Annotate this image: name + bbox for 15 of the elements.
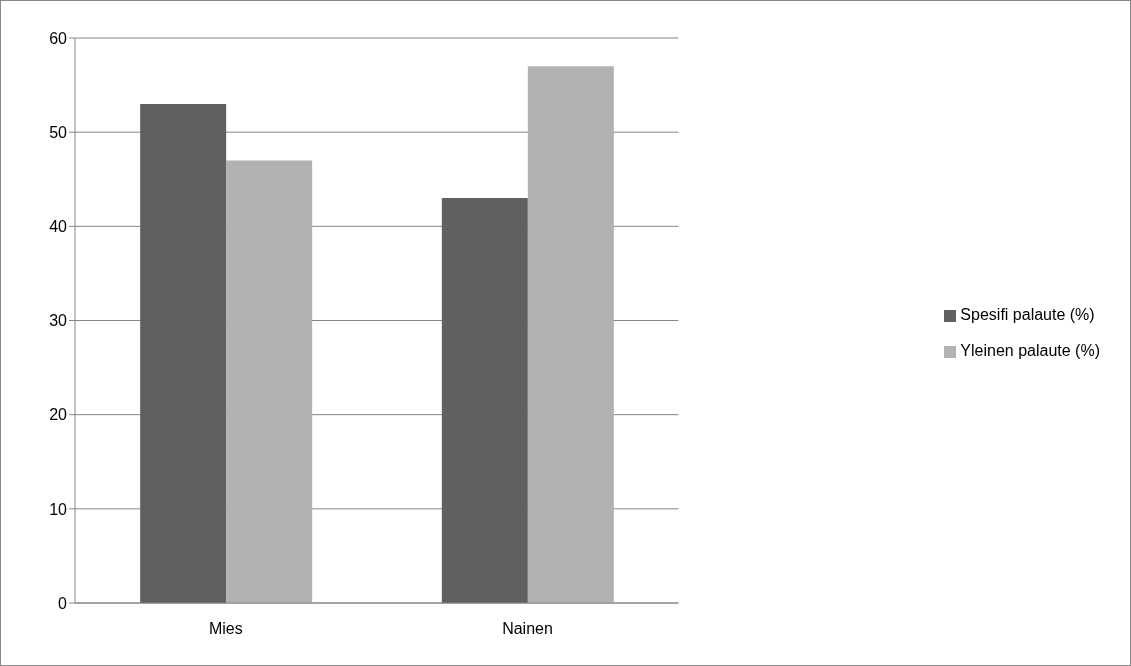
- y-tick-label: 30: [49, 312, 68, 330]
- bar: [226, 160, 313, 603]
- legend-label: Spesifi palaute (%): [960, 306, 1095, 323]
- y-tick-label: 50: [49, 123, 68, 141]
- bar: [527, 66, 614, 603]
- bar: [441, 198, 528, 603]
- y-tick-label: 0: [58, 594, 68, 612]
- x-tick-label: Mies: [208, 620, 243, 638]
- x-tick-label: Nainen: [502, 620, 553, 638]
- y-tick-label: 40: [49, 218, 68, 236]
- y-tick-label: 60: [49, 29, 68, 47]
- y-tick-label: 10: [49, 500, 68, 518]
- bar: [140, 103, 227, 603]
- legend-label: Yleinen palaute (%): [960, 342, 1100, 359]
- y-tick-label: 20: [49, 406, 68, 424]
